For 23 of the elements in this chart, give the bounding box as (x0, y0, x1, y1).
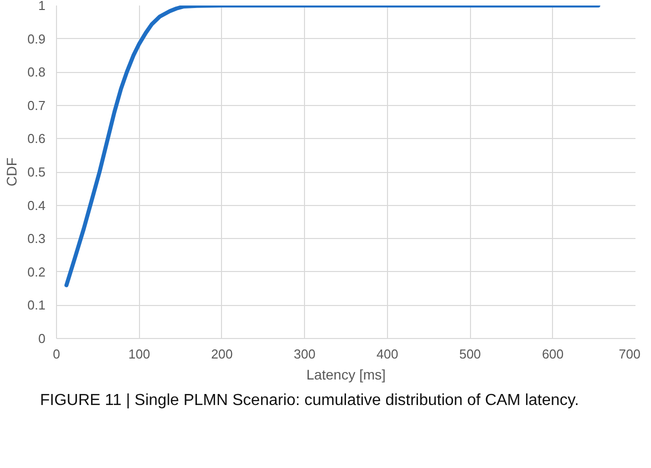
x-tick-label: 100 (128, 346, 150, 362)
x-tick-label: 600 (542, 346, 564, 362)
x-tick-label: 400 (376, 346, 398, 362)
x-tick-label: 300 (294, 346, 316, 362)
y-tick-label: 0.5 (27, 164, 46, 180)
line-series (64, 6, 600, 288)
y-tick-label: 0 (38, 331, 46, 346)
x-tick-label: 0 (52, 346, 60, 362)
x-axis-title: Latency [ms] (306, 366, 386, 382)
x-tick-label: 500 (459, 346, 481, 362)
y-tick-label: 0.6 (27, 131, 46, 146)
y-tick-label: 0.8 (27, 64, 46, 80)
x-tick-label: 700 (618, 346, 641, 362)
y-axis-title: CDF (3, 158, 20, 186)
y-tick-label: 0.7 (27, 98, 46, 113)
y-tick-label: 0.1 (27, 298, 46, 313)
y-tick-label: 0.3 (27, 231, 46, 246)
caption: FIGURE 11 | Single PLMN Scenario: cumulative distribution of CAM latency. (40, 391, 579, 411)
y-tick-label: 0.2 (27, 264, 46, 280)
y-tick-label: 1 (38, 0, 46, 13)
y-tick-label: 0.4 (27, 198, 46, 213)
y-tick-label: 0.9 (27, 31, 46, 46)
x-tick-label: 200 (211, 346, 233, 362)
